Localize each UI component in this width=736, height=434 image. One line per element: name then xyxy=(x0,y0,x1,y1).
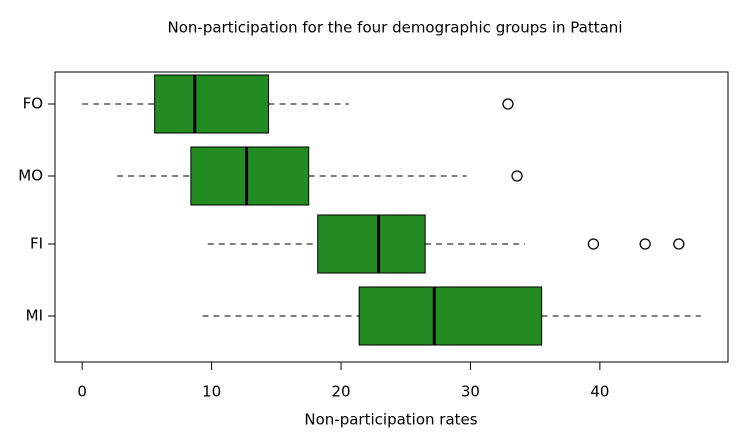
x-axis-label: Non-participation rates xyxy=(304,411,477,429)
box xyxy=(358,286,543,346)
y-tick-label: FI xyxy=(30,235,43,253)
outlier xyxy=(673,238,685,250)
outlier xyxy=(639,238,651,250)
box xyxy=(154,74,270,134)
y-tick-label: MI xyxy=(26,307,43,325)
x-tick-label: 10 xyxy=(202,383,221,401)
box xyxy=(317,214,426,274)
x-tick-label: 30 xyxy=(461,383,480,401)
x-tick-label: 0 xyxy=(77,383,87,401)
y-tick-label: MO xyxy=(18,167,43,185)
plot-frame xyxy=(54,71,729,363)
outlier xyxy=(587,238,600,250)
outlier xyxy=(502,98,514,110)
x-tick-label: 20 xyxy=(331,383,350,401)
chart-title: Non-participation for the four demograph… xyxy=(168,19,623,37)
box xyxy=(190,146,310,206)
outlier xyxy=(511,170,523,182)
y-tick-label: FO xyxy=(23,95,43,113)
x-tick-label: 40 xyxy=(590,383,609,401)
